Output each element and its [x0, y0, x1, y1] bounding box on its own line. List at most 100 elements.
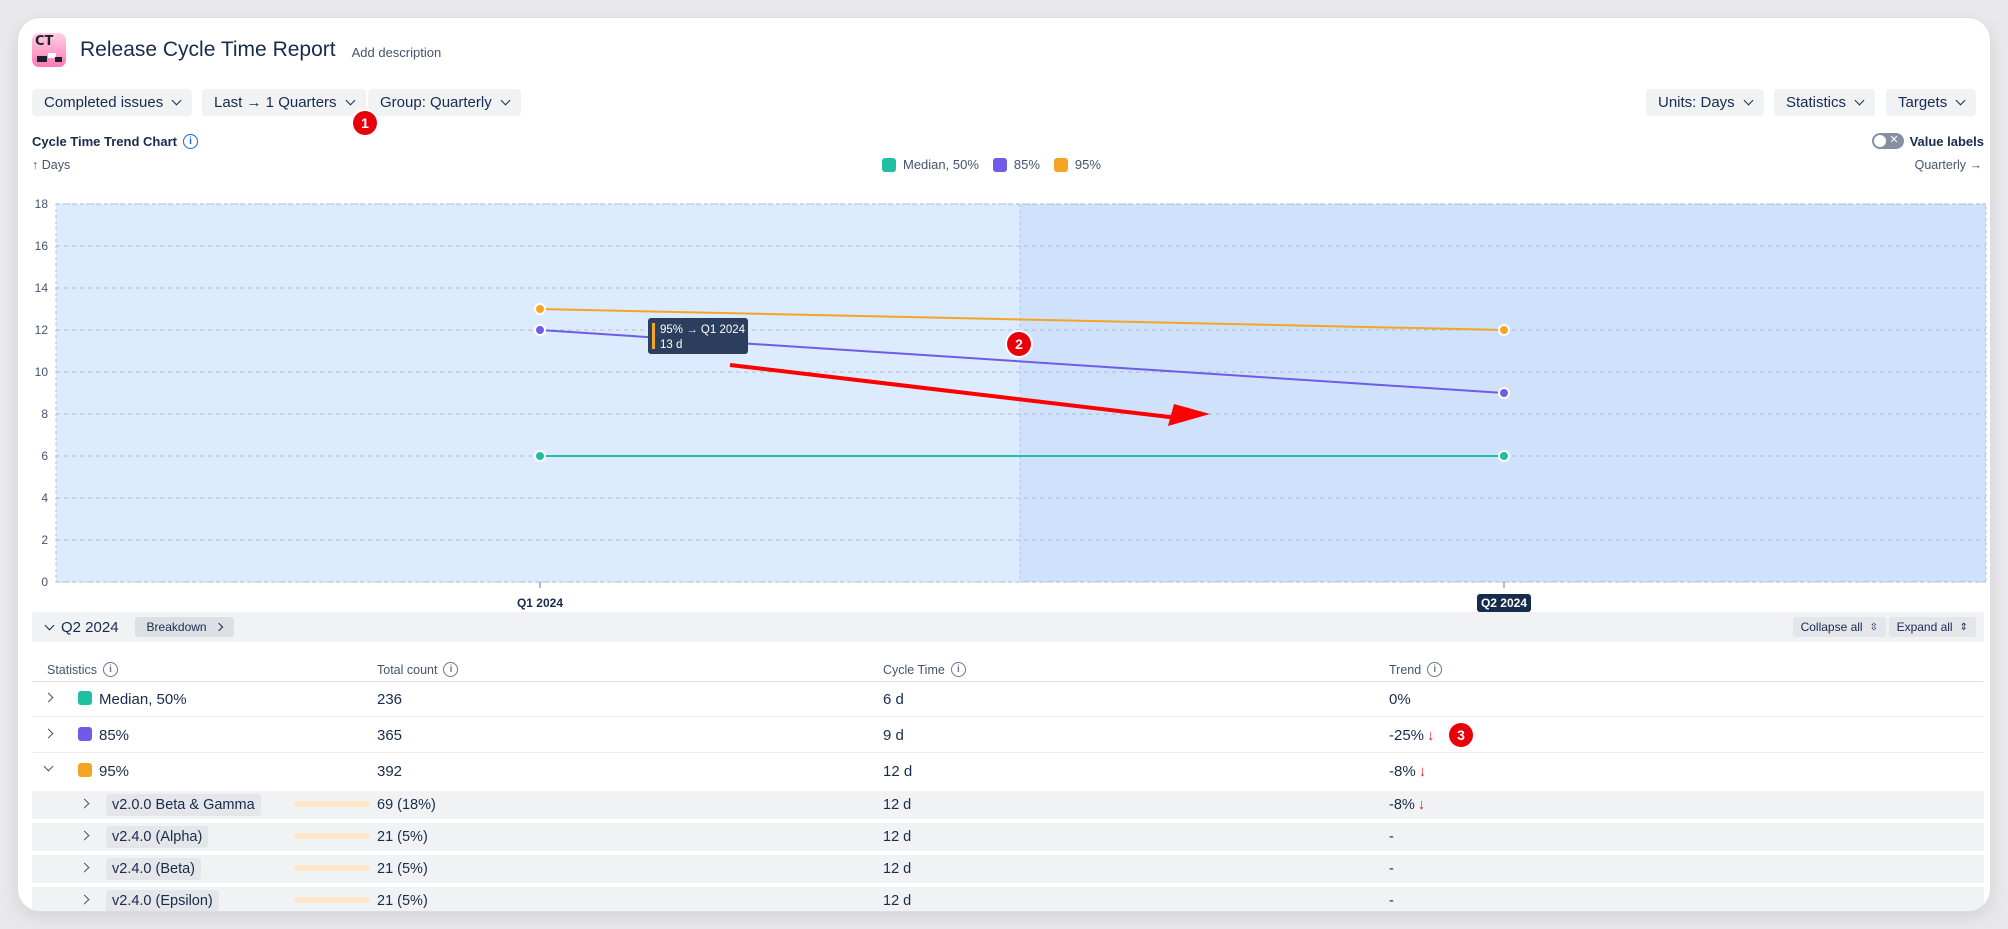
chevron-right-icon[interactable]: [79, 798, 90, 809]
legend-swatch: [1053, 157, 1068, 172]
section-title: Q2 2024: [61, 618, 119, 636]
expand-all-button[interactable]: Expand all ⇕: [1888, 617, 1976, 637]
issue-type-dropdown[interactable]: Completed issues: [32, 89, 193, 116]
series-swatch: [78, 727, 92, 741]
report-window: CT Release Cycle Time Report Add descrip…: [18, 18, 1990, 911]
app-logo-initials: CT: [35, 34, 54, 49]
column-statistics[interactable]: Statistics i: [47, 662, 119, 677]
x-tick-highlight: [1477, 594, 1531, 612]
chevron-right-icon[interactable]: [79, 862, 90, 873]
chevron-down-icon[interactable]: [43, 761, 54, 772]
table-subrow-v2-4-0-epsilon[interactable]: v2.4.0 (Epsilon) 21 (5%) 12 d -: [32, 887, 1984, 911]
units-dropdown[interactable]: Units: Days: [1646, 89, 1764, 116]
y-tick-label: 12: [35, 323, 49, 337]
table-subrow-v2-4-0-alpha[interactable]: v2.4.0 (Alpha) 21 (5%) 12 d -: [32, 823, 1984, 851]
chevron-right-icon[interactable]: [43, 728, 54, 739]
targets-dropdown[interactable]: Targets: [1886, 89, 1977, 116]
cycle-time-trend-chart: 0 2 4 6 8 10 12 14 16 18 Q1 2024 Q2 2024 95% → Q1 20…: [35, 197, 1987, 612]
row-name: 95%: [99, 763, 130, 780]
chevron-down-icon: [1743, 95, 1754, 106]
info-icon[interactable]: i: [950, 662, 966, 677]
breakdown-button[interactable]: Breakdown: [134, 617, 234, 637]
table-row-95[interactable]: 95% 392 12 d -8% ↓: [32, 754, 1984, 789]
subrow-trend: -: [1389, 829, 1394, 845]
annotation-badge-2: 2: [1007, 332, 1031, 356]
y-tick-label: 18: [35, 197, 49, 211]
row-total-count: 236: [377, 691, 403, 708]
expand-icon: ⇕: [1959, 621, 1968, 633]
legend-item-85[interactable]: 85%: [992, 157, 1040, 172]
column-cycle-time[interactable]: Cycle Time i: [883, 662, 966, 677]
version-chip[interactable]: v2.4.0 (Alpha): [106, 826, 209, 848]
y-tick-label: 16: [35, 239, 49, 253]
annotation-arrow-head: [1168, 404, 1210, 426]
trend-value: -25%: [1389, 727, 1425, 744]
trend-value: 0%: [1389, 691, 1411, 708]
version-chip[interactable]: v2.0.0 Beta & Gamma: [106, 794, 261, 816]
legend-label: 95%: [1074, 157, 1101, 172]
y-tick-label: 0: [41, 575, 48, 589]
share-bar: [294, 801, 370, 807]
version-chip[interactable]: v2.4.0 (Beta): [106, 858, 202, 880]
subrow-total-count: 69 (18%): [377, 797, 436, 813]
row-trend: 0%: [1389, 691, 1414, 708]
arrow-down-icon: ↓: [1418, 763, 1427, 780]
info-icon[interactable]: i: [182, 134, 198, 149]
row-total-count: 392: [377, 763, 403, 780]
series-swatch: [78, 763, 92, 777]
grouping-dropdown[interactable]: Group: Quarterly: [368, 89, 521, 116]
chevron-right-icon[interactable]: [79, 830, 90, 841]
table-subrow-v2-0-0[interactable]: v2.0.0 Beta & Gamma 69 (18%) 12 d -8% ↓: [32, 791, 1984, 819]
value-labels-toggle[interactable]: ✕ Value labels: [1871, 133, 1984, 149]
subrow-trend: -: [1389, 861, 1394, 877]
report-header: CT Release Cycle Time Report Add descrip…: [32, 32, 441, 68]
chart-title-text: Cycle Time Trend Chart: [32, 134, 177, 149]
x-tick-label: Q1 2024: [517, 596, 563, 610]
version-chip[interactable]: v2.4.0 (Epsilon): [106, 890, 219, 911]
add-description-link[interactable]: Add description: [351, 44, 442, 60]
data-point: [534, 303, 546, 315]
x-tick-label: Q2 2024: [1481, 596, 1527, 610]
legend-item-95[interactable]: 95%: [1053, 157, 1101, 172]
arrow-down-icon: ↓: [1427, 727, 1435, 744]
chevron-right-icon[interactable]: [79, 894, 90, 905]
subrow-trend: -8% ↓: [1389, 797, 1425, 813]
trend-value: -8%: [1389, 763, 1416, 780]
info-icon[interactable]: i: [1427, 662, 1443, 677]
column-total-count[interactable]: Total count i: [377, 662, 459, 677]
chart-title: Cycle Time Trend Chart i: [32, 134, 198, 149]
expand-all-label: Expand all: [1896, 620, 1953, 634]
info-icon[interactable]: i: [443, 662, 459, 677]
table-row-85[interactable]: 85% 365 9 d -25% ↓: [32, 718, 1984, 753]
info-icon[interactable]: i: [103, 662, 119, 677]
row-name: Median, 50%: [99, 691, 187, 708]
statistics-dropdown[interactable]: Statistics: [1774, 89, 1876, 116]
collapse-all-button[interactable]: Collapse all ⇳: [1792, 617, 1886, 637]
row-trend: -8% ↓: [1389, 763, 1426, 780]
toggle-switch-icon[interactable]: ✕: [1871, 133, 1904, 149]
legend-item-median[interactable]: Median, 50%: [882, 157, 979, 172]
legend-label: 85%: [1013, 157, 1040, 172]
column-trend[interactable]: Trend i: [1389, 662, 1443, 677]
chart-plot-border: [55, 203, 1987, 583]
app-logo-icon: CT: [32, 33, 66, 67]
chevron-down-icon: [171, 95, 182, 106]
row-cycle-time: 6 d: [883, 691, 904, 708]
tooltip-value: 13 d: [660, 339, 682, 351]
subrow-cycle-time: 12 d: [883, 893, 912, 909]
column-label: Statistics: [47, 662, 98, 677]
chevron-down-icon: [345, 95, 356, 106]
table-subrow-v2-4-0-beta[interactable]: v2.4.0 (Beta) 21 (5%) 12 d -: [32, 855, 1984, 883]
chevron-down-icon: [1854, 95, 1865, 106]
y-axis-label: ↑ Days: [32, 158, 71, 172]
data-point: [1498, 450, 1510, 462]
period-dropdown[interactable]: Last → 1 Quarters: [202, 89, 366, 116]
chevron-down-icon[interactable]: [44, 620, 55, 630]
table-row-median[interactable]: Median, 50% 236 6 d 0%: [32, 682, 1984, 717]
subrow-total-count: 21 (5%): [377, 861, 428, 877]
chevron-right-icon[interactable]: [43, 692, 54, 703]
share-bar: [294, 833, 370, 839]
x-axis-label: Quarterly →: [1914, 158, 1982, 172]
data-point: [1498, 387, 1510, 399]
statistics-label: Statistics: [1786, 94, 1847, 111]
